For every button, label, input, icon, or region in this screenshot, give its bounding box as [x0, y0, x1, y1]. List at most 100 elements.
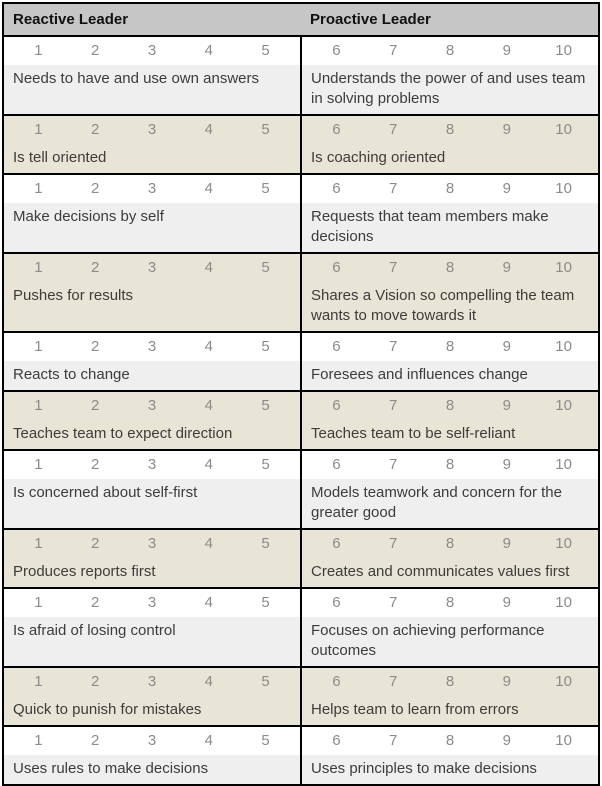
scale-number: 3	[147, 673, 157, 690]
scale-number: 1	[34, 259, 43, 276]
scale-number: 4	[204, 259, 213, 276]
scale-number: 1	[34, 535, 43, 552]
table-row-group: 1 2 3 4 5 Uses rules to make decisions 6 7 8 9 1…	[4, 725, 598, 784]
table-row-group: 1 2 3 4 5 Teaches team to expect direction 6…	[4, 390, 598, 449]
scale-number: 4	[204, 456, 213, 473]
scale-number: 1	[34, 42, 43, 59]
table-row-group: 1 2 3 4 5 Pushes for results 6 7 8 9 10 Shares a…	[4, 252, 598, 331]
scale-number: 1	[34, 180, 43, 197]
scale-number: 8	[445, 338, 455, 355]
table-row-group: 1 2 3 4 5 Is tell oriented 6 7 8 9 10 Is coachin…	[4, 114, 598, 173]
scale-number: 10	[555, 42, 572, 59]
proactive-label: Shares a Vision so compelling the team w…	[302, 282, 598, 331]
rating-scale-left: 1 2 3 4 5	[4, 175, 300, 203]
scale-number: 5	[261, 121, 270, 138]
scale-number: 3	[147, 594, 157, 611]
scale-number: 9	[502, 732, 511, 749]
scale-number: 10	[555, 121, 572, 138]
scale-number: 7	[389, 121, 398, 138]
scale-number: 8	[445, 535, 455, 552]
scale-number: 1	[34, 594, 43, 611]
scale-number: 2	[91, 535, 100, 552]
scale-number: 6	[332, 180, 341, 197]
reactive-cell: 1 2 3 4 5 Pushes for results	[4, 254, 302, 331]
reactive-cell: 1 2 3 4 5 Is tell oriented	[4, 116, 302, 173]
reactive-cell: 1 2 3 4 5 Uses rules to make decisions	[4, 727, 302, 784]
table-header-row: Reactive Leader Proactive Leader	[4, 4, 598, 37]
scale-number: 7	[389, 397, 398, 414]
rating-scale-right: 6 7 8 9 10	[302, 333, 598, 361]
proactive-cell: 6 7 8 9 10 Shares a Vision so compelling the…	[302, 254, 598, 331]
rating-scale-right: 6 7 8 9 10	[302, 530, 598, 558]
rating-scale-left: 1 2 3 4 5	[4, 530, 300, 558]
proactive-cell: 6 7 8 9 10 Foresees and influences change	[302, 333, 598, 390]
scale-number: 10	[555, 456, 572, 473]
rating-scale-right: 6 7 8 9 10	[302, 589, 598, 617]
reactive-label: Pushes for results	[4, 282, 300, 331]
rating-scale-left: 1 2 3 4 5	[4, 727, 300, 755]
scale-number: 10	[555, 338, 572, 355]
scale-number: 4	[204, 42, 213, 59]
scale-number: 5	[261, 338, 270, 355]
scale-number: 3	[147, 535, 157, 552]
scale-number: 1	[34, 338, 43, 355]
proactive-label: Helps team to learn from errors	[302, 696, 598, 725]
proactive-cell: 6 7 8 9 10 Uses principles to make decisions	[302, 727, 598, 784]
scale-number: 6	[332, 594, 341, 611]
table-row-group: 1 2 3 4 5 Reacts to change 6 7 8 9 10 Foresees a…	[4, 331, 598, 390]
scale-number: 7	[389, 535, 398, 552]
scale-number: 3	[147, 456, 157, 473]
proactive-label: Models teamwork and concern for the grea…	[302, 479, 598, 528]
proactive-cell: 6 7 8 9 10 Understands the power of and uses…	[302, 37, 598, 114]
scale-number: 6	[332, 42, 341, 59]
scale-number: 1	[34, 673, 43, 690]
reactive-cell: 1 2 3 4 5 Reacts to change	[4, 333, 302, 390]
scale-number: 4	[204, 180, 213, 197]
scale-number: 10	[555, 259, 572, 276]
reactive-label: Reacts to change	[4, 361, 300, 390]
scale-number: 9	[502, 42, 511, 59]
proactive-label: Is coaching oriented	[302, 144, 598, 173]
proactive-cell: 6 7 8 9 10 Creates and communicates values f…	[302, 530, 598, 587]
scale-number: 4	[204, 397, 213, 414]
proactive-cell: 6 7 8 9 10 Models teamwork and concern for t…	[302, 451, 598, 528]
scale-number: 2	[91, 456, 100, 473]
reactive-label: Teaches team to expect direction	[4, 420, 300, 449]
proactive-cell: 6 7 8 9 10 Focuses on achieving performance …	[302, 589, 598, 666]
rating-scale-left: 1 2 3 4 5	[4, 589, 300, 617]
scale-number: 9	[502, 259, 511, 276]
scale-number: 9	[502, 594, 511, 611]
scale-number: 5	[261, 259, 270, 276]
scale-number: 2	[91, 180, 100, 197]
scale-number: 7	[389, 259, 398, 276]
scale-number: 4	[204, 673, 213, 690]
scale-number: 3	[147, 180, 157, 197]
scale-number: 6	[332, 535, 341, 552]
scale-number: 9	[502, 180, 511, 197]
rating-scale-right: 6 7 8 9 10	[302, 37, 598, 65]
reactive-cell: 1 2 3 4 5 Make decisions by self	[4, 175, 302, 252]
scale-number: 7	[389, 673, 398, 690]
proactive-label: Creates and communicates values first	[302, 558, 598, 587]
scale-number: 6	[332, 121, 341, 138]
rating-scale-left: 1 2 3 4 5	[4, 392, 300, 420]
scale-number: 5	[261, 397, 270, 414]
rating-scale-left: 1 2 3 4 5	[4, 668, 300, 696]
scale-number: 1	[34, 732, 43, 749]
table-row-group: 1 2 3 4 5 Is afraid of losing control 6 7 8 9 10…	[4, 587, 598, 666]
scale-number: 6	[332, 397, 341, 414]
scale-number: 4	[204, 535, 213, 552]
scale-number: 8	[445, 732, 455, 749]
reactive-cell: 1 2 3 4 5 Produces reports first	[4, 530, 302, 587]
scale-number: 7	[389, 180, 398, 197]
scale-number: 2	[91, 732, 100, 749]
reactive-cell: 1 2 3 4 5 Needs to have and use own answers	[4, 37, 302, 114]
proactive-label: Understands the power of and uses team i…	[302, 65, 598, 114]
reactive-label: Produces reports first	[4, 558, 300, 587]
scale-number: 5	[261, 456, 270, 473]
scale-number: 3	[147, 42, 157, 59]
table-row-group: 1 2 3 4 5 Produces reports first 6 7 8 9 10 Crea…	[4, 528, 598, 587]
scale-number: 3	[147, 259, 157, 276]
